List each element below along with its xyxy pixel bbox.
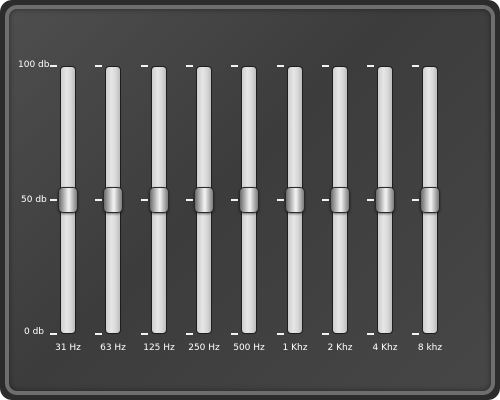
tick-mark — [412, 199, 419, 201]
slider-knob-8-khz[interactable] — [420, 187, 440, 213]
tick-mark — [50, 199, 57, 201]
tick-mark — [50, 333, 57, 335]
band-label-250-hz: 250 Hz — [188, 343, 220, 353]
slider-knob-63-hz[interactable] — [103, 187, 123, 213]
tick-mark — [95, 65, 102, 67]
tick-mark — [277, 65, 284, 67]
tick-mark — [367, 333, 374, 335]
slider-knob-125-hz[interactable] — [149, 187, 169, 213]
scale-mid-label: 50 db — [21, 195, 47, 205]
tick-mark — [322, 333, 329, 335]
slider-knob-2-khz[interactable] — [330, 187, 350, 213]
tick-mark — [277, 333, 284, 335]
tick-mark — [95, 199, 102, 201]
slider-knob-250-hz[interactable] — [194, 187, 214, 213]
tick-mark — [412, 333, 419, 335]
scale-min-label: 0 db — [24, 327, 45, 337]
tick-mark — [367, 199, 374, 201]
tick-mark — [231, 199, 238, 201]
band-label-4-khz: 4 Khz — [372, 343, 398, 353]
tick-mark — [186, 65, 193, 67]
band-label-31-hz: 31 Hz — [55, 343, 81, 353]
tick-mark — [186, 333, 193, 335]
tick-mark — [141, 65, 148, 67]
band-label-63-hz: 63 Hz — [100, 343, 126, 353]
tick-mark — [412, 65, 419, 67]
tick-mark — [95, 333, 102, 335]
slider-knob-1-khz[interactable] — [285, 187, 305, 213]
band-label-125-hz: 125 Hz — [143, 343, 175, 353]
tick-mark — [231, 333, 238, 335]
band-label-500-hz: 500 Hz — [233, 343, 265, 353]
scale-max-label: 100 db — [18, 60, 50, 70]
tick-mark — [277, 199, 284, 201]
tick-mark — [141, 333, 148, 335]
band-label-2-khz: 2 Khz — [327, 343, 353, 353]
tick-mark — [186, 199, 193, 201]
tick-mark — [367, 65, 374, 67]
tick-mark — [322, 199, 329, 201]
tick-mark — [141, 199, 148, 201]
band-label-8-khz: 8 khz — [417, 343, 443, 353]
tick-mark — [50, 65, 57, 67]
slider-knob-31-hz[interactable] — [58, 187, 78, 213]
band-label-1-khz: 1 Khz — [282, 343, 308, 353]
tick-mark — [231, 65, 238, 67]
tick-mark — [322, 65, 329, 67]
slider-knob-500-hz[interactable] — [239, 187, 259, 213]
slider-knob-4-khz[interactable] — [375, 187, 395, 213]
